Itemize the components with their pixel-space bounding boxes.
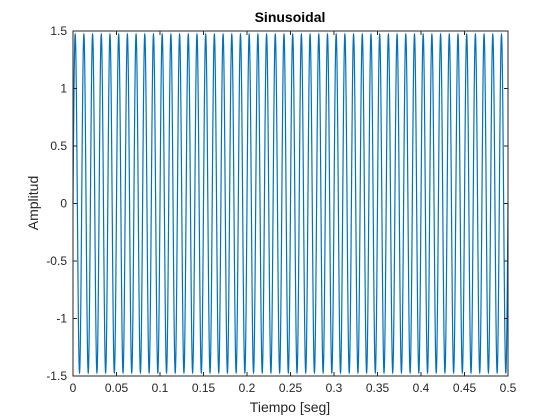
x-tick-label: 0.2 [239,381,256,395]
y-axis-label: Amplitud [25,176,41,230]
y-tick-label: 0.5 [50,139,67,153]
y-tick-label: -1.5 [46,369,67,383]
series-layer [72,32,509,375]
x-tick-label: 0.1 [152,381,169,395]
y-tick-label: 1 [60,82,67,96]
x-tick-label: 0.45 [453,381,477,395]
x-tick-label: 0 [70,381,77,395]
y-tick-label: 1.5 [50,24,67,38]
sine-series-line [72,32,509,375]
x-axis-label: Tiempo [seg] [250,399,330,415]
x-tick-label: 0.5 [500,381,517,395]
x-tick-label: 0.35 [366,381,390,395]
tick-layer: 0 0.05 0.1 0.15 0.2 0.25 0.3 0.35 0.4 0.45 0.5 -1.5… [46,24,516,395]
y-tick-label: 0 [60,197,67,211]
x-tick-label: 0.25 [279,381,303,395]
x-tick-label: 0.05 [105,381,129,395]
chart-title: Sinusoidal [255,9,326,25]
y-tick-label: -1 [56,312,67,326]
x-tick-label: 0.4 [413,381,430,395]
x-tick-label: 0.3 [326,381,343,395]
y-tick-label: -0.5 [46,254,67,268]
x-tick-label: 0.15 [192,381,216,395]
